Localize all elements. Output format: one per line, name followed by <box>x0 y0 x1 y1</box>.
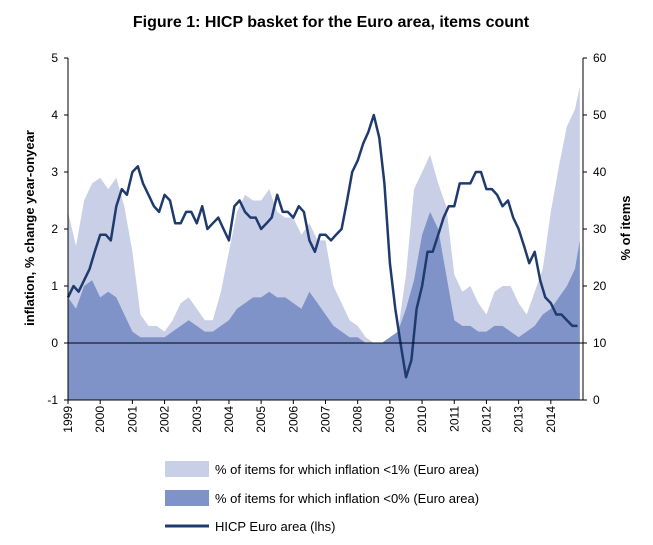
right-tick-label: 60 <box>593 51 607 65</box>
x-tick-label: 2002 <box>158 406 172 433</box>
legend-label-below-1pct: % of items for which inflation <1% (Euro… <box>215 462 479 477</box>
left-tick-label: 1 <box>51 279 58 293</box>
left-axis-ticks: 5 4 3 2 1 0 -1 <box>47 51 68 407</box>
right-tick-label: 0 <box>593 393 600 407</box>
x-tick-label: 2011 <box>447 406 461 432</box>
right-axis-label: % of items <box>618 195 633 260</box>
x-tick-label: 2003 <box>190 406 204 433</box>
legend-label-hicp: HICP Euro area (lhs) <box>215 519 335 534</box>
x-tick-label: 1999 <box>61 406 75 433</box>
x-tick-label: 2000 <box>93 406 107 433</box>
left-tick-label: 3 <box>51 165 58 179</box>
x-tick-label: 2001 <box>125 406 139 433</box>
right-tick-label: 10 <box>593 336 607 350</box>
x-tick-label: 2005 <box>254 406 268 433</box>
x-tick-label: 2012 <box>479 406 493 433</box>
x-tick-label: 2009 <box>383 406 397 433</box>
left-tick-label: 2 <box>51 222 58 236</box>
legend-swatch-below-0pct <box>165 490 209 506</box>
x-tick-label: 2007 <box>319 406 333 433</box>
x-tick-label: 2010 <box>415 406 429 433</box>
line-series-hicp <box>66 113 578 379</box>
chart-title: Figure 1: HICP basket for the Euro area,… <box>133 14 530 31</box>
right-tick-label: 40 <box>593 165 607 179</box>
left-tick-label: 5 <box>51 51 58 65</box>
left-tick-label: -1 <box>47 393 58 407</box>
area-series-below-0pct <box>68 211 580 400</box>
right-tick-label: 50 <box>593 108 607 122</box>
right-axis-ticks: 60 50 40 30 20 10 0 <box>583 51 607 407</box>
left-axis-label: inflation, % change year-onyear <box>22 130 37 326</box>
x-tick-label: 2006 <box>286 406 300 433</box>
legend: % of items for which inflation <1% (Euro… <box>165 461 479 534</box>
x-tick-label: 2014 <box>544 406 558 433</box>
area-series-group <box>68 86 580 400</box>
x-tick-label: 2008 <box>351 406 365 433</box>
right-tick-label: 30 <box>593 222 607 236</box>
legend-swatch-below-1pct <box>165 461 209 477</box>
x-tick-label: 2013 <box>512 406 526 433</box>
left-tick-label: 4 <box>51 108 58 122</box>
right-tick-label: 20 <box>593 279 607 293</box>
left-tick-label: 0 <box>51 336 58 350</box>
line-series-group <box>66 113 578 379</box>
legend-label-below-0pct: % of items for which inflation <0% (Euro… <box>215 491 479 506</box>
x-tick-label: 2004 <box>222 406 236 433</box>
x-axis-ticks: 1999 2000 2001 2002 2003 2004 2005 2006 2007 2008… <box>61 400 558 433</box>
